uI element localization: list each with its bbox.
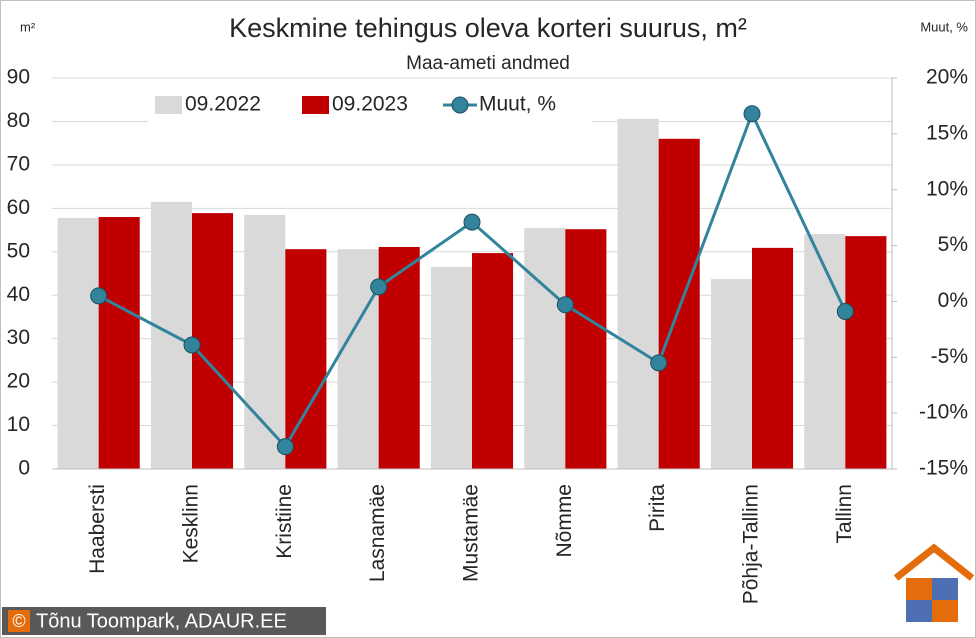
chart-subtitle: Maa-ameti andmed	[406, 53, 570, 74]
chart-title: Keskmine tehingus oleva korteri suurus, …	[229, 13, 747, 43]
legend-label: Muut, %	[479, 93, 556, 116]
x-tick-label: Kesklinn	[180, 484, 203, 563]
line-marker	[370, 278, 388, 296]
copyright-symbol: ©	[12, 611, 25, 631]
bar	[524, 227, 566, 469]
bar	[430, 266, 472, 469]
line-marker	[743, 105, 761, 123]
bar	[378, 246, 420, 469]
y-tick-label: 20	[7, 370, 30, 393]
y2-axis-label: Muut, %	[920, 19, 968, 34]
y2-tick-label: 5%	[938, 233, 968, 256]
bar	[617, 118, 659, 470]
source-bg	[2, 607, 326, 635]
line-marker	[90, 287, 108, 305]
legend-swatch	[155, 96, 182, 114]
bar	[244, 214, 286, 469]
bar	[710, 279, 752, 469]
logo-piece	[932, 578, 958, 600]
y-tick-label: 70	[7, 152, 30, 175]
bar	[752, 247, 794, 469]
y2-tick-label: 15%	[926, 121, 968, 144]
line-marker	[556, 296, 574, 314]
line-marker	[276, 438, 294, 456]
y-tick-label: 10	[7, 413, 30, 436]
y-tick-label: 60	[7, 196, 30, 219]
legend-bg	[148, 88, 592, 124]
y2-tick-label: 20%	[926, 66, 968, 89]
bar	[98, 217, 140, 469]
x-tick-label: Pirita	[646, 484, 669, 532]
y-tick-label: 0	[18, 457, 30, 480]
y-tick-label: 80	[7, 109, 30, 132]
y2-tick-label: 10%	[926, 177, 968, 200]
y-axis-label: m²	[20, 19, 36, 34]
logo-roof	[893, 543, 975, 581]
bar	[565, 229, 607, 469]
y-tick-label: 50	[7, 239, 30, 262]
logo-piece	[906, 578, 932, 600]
y2-tick-label: -15%	[919, 457, 968, 480]
logo	[893, 543, 975, 622]
y-tick-label: 90	[7, 66, 30, 89]
x-tick-label: Mustamäe	[460, 484, 483, 582]
legend-swatch	[451, 96, 469, 114]
legend-label: 09.2023	[332, 93, 408, 116]
bar	[472, 253, 514, 469]
x-tick-label: Tallinn	[833, 484, 856, 544]
line-marker	[463, 213, 481, 231]
line-marker	[650, 354, 668, 372]
source-note: Tõnu Toompark, ADAUR.EE	[36, 610, 287, 632]
y-tick-label: 40	[7, 283, 30, 306]
x-tick-label: Kristiine	[273, 484, 296, 559]
y2-tick-label: 0%	[938, 289, 968, 312]
marks: Haabersti Kesklinn Kristiine Lasnamäe Mustam…	[52, 105, 892, 604]
line-marker	[183, 336, 201, 354]
logo-piece	[906, 600, 932, 622]
subtitle-bg	[365, 50, 605, 76]
legend: 09.2022 09.2023 Muut, %	[148, 88, 592, 124]
logo-piece	[932, 600, 958, 622]
y2-tick-label: -5%	[931, 345, 968, 368]
x-tick-label: Põhja-Tallinn	[740, 484, 763, 604]
source-note-box: © Tõnu Toompark, ADAUR.EE	[2, 607, 326, 635]
x-tick-label: Haabersti	[86, 484, 109, 574]
y2-tick-label: -10%	[919, 401, 968, 424]
legend-label: 09.2022	[185, 93, 261, 116]
y-tick-label: 30	[7, 326, 30, 349]
copyright-bg	[8, 610, 30, 632]
legend-swatch	[302, 96, 329, 114]
bar	[804, 233, 846, 469]
line-marker	[836, 302, 854, 320]
x-tick-label: Lasnamäe	[366, 484, 389, 582]
x-tick-label: Nõmme	[553, 484, 576, 558]
bar	[845, 236, 887, 469]
bar	[57, 217, 99, 469]
